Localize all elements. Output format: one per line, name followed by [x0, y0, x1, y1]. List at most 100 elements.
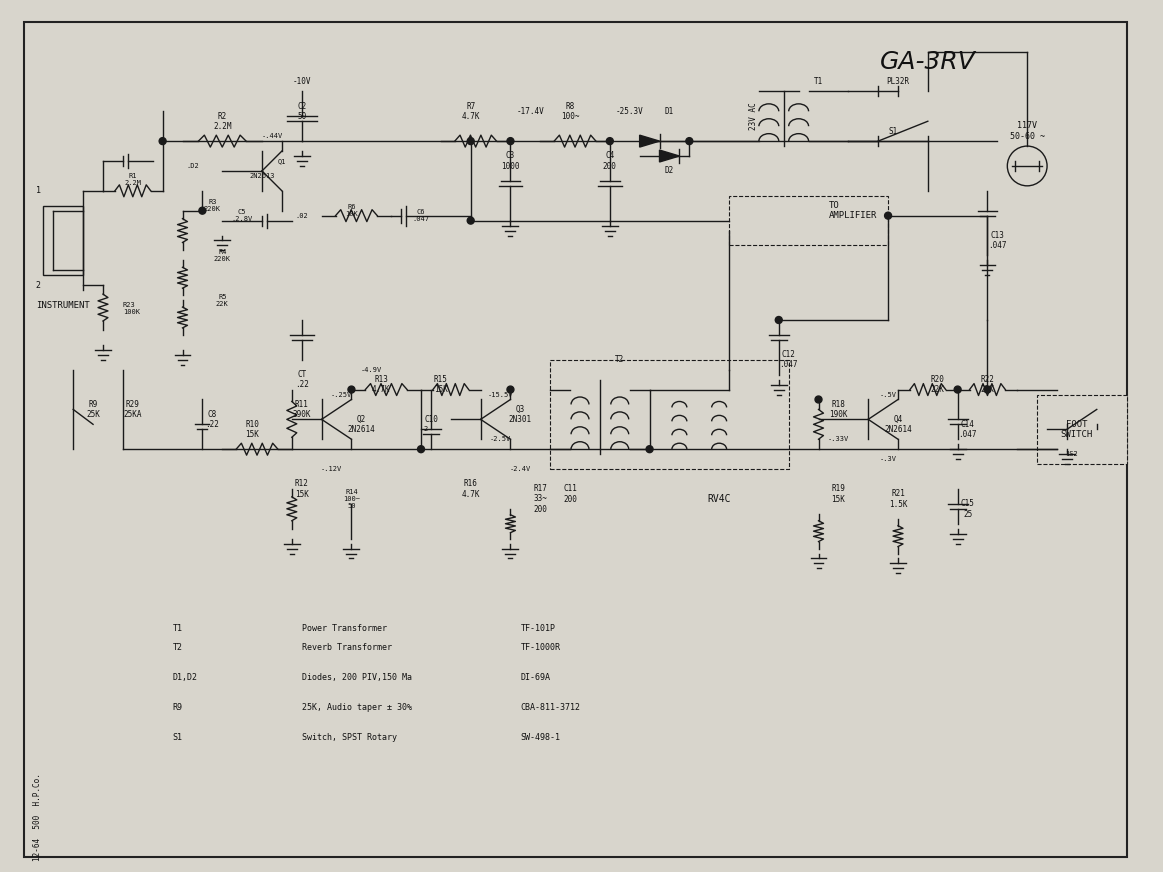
Text: PL32R: PL32R	[886, 77, 909, 86]
Text: D2: D2	[665, 167, 675, 175]
Circle shape	[507, 386, 514, 393]
Text: 2: 2	[423, 426, 428, 433]
FancyBboxPatch shape	[23, 22, 1127, 856]
Text: C13
.047: C13 .047	[989, 231, 1007, 250]
Text: R5
22K: R5 22K	[216, 294, 229, 307]
Text: R9: R9	[172, 703, 183, 712]
Text: C2
50: C2 50	[297, 102, 306, 121]
Text: 1S2: 1S2	[1065, 451, 1078, 457]
Text: C11
200: C11 200	[563, 484, 577, 504]
Text: R8
100~: R8 100~	[561, 102, 579, 121]
Text: C10: C10	[424, 415, 438, 424]
Polygon shape	[659, 150, 679, 162]
Text: R23
100K: R23 100K	[123, 302, 140, 315]
Text: -.12V: -.12V	[321, 466, 342, 472]
Text: R20
22K: R20 22K	[930, 375, 944, 394]
Circle shape	[199, 208, 206, 215]
Text: R1
2.2M: R1 2.2M	[124, 174, 142, 187]
Text: Diodes, 200 PIV,150 Ma: Diodes, 200 PIV,150 Ma	[301, 673, 412, 682]
Text: Q1: Q1	[278, 158, 286, 164]
Text: 2: 2	[36, 281, 41, 290]
Text: TF-1000R: TF-1000R	[520, 644, 561, 652]
Circle shape	[507, 138, 514, 145]
Text: S1: S1	[889, 126, 898, 136]
Circle shape	[984, 386, 991, 393]
Text: R14
100~
50: R14 100~ 50	[343, 489, 359, 509]
Text: Q2
2N2614: Q2 2N2614	[348, 415, 376, 434]
Circle shape	[468, 217, 475, 224]
Text: CBA-811-3712: CBA-811-3712	[520, 703, 580, 712]
Text: T2: T2	[615, 355, 625, 364]
Text: C4
200: C4 200	[602, 151, 616, 171]
Text: -2.4V: -2.4V	[509, 466, 531, 472]
Text: R12
15K: R12 15K	[294, 480, 308, 499]
Text: RV4C: RV4C	[707, 494, 730, 504]
Text: R19
15K: R19 15K	[832, 484, 846, 504]
Text: 1: 1	[36, 187, 41, 195]
Text: 23V AC: 23V AC	[749, 102, 758, 130]
Text: .02: .02	[295, 213, 308, 219]
Polygon shape	[640, 135, 659, 147]
Text: .D2: .D2	[186, 163, 199, 169]
Text: -10V: -10V	[293, 77, 311, 86]
Text: -25.3V: -25.3V	[616, 106, 643, 116]
Circle shape	[954, 386, 961, 393]
Text: S1: S1	[172, 732, 183, 742]
Text: DI-69A: DI-69A	[520, 673, 550, 682]
Text: R21
1.5K: R21 1.5K	[889, 489, 907, 508]
Text: R9
25K: R9 25K	[86, 399, 100, 419]
Text: INSTRUMENT: INSTRUMENT	[36, 301, 90, 310]
Text: Reverb Transformer: Reverb Transformer	[301, 644, 392, 652]
Text: R18
190K: R18 190K	[829, 399, 848, 419]
Circle shape	[468, 138, 475, 145]
Text: -4.9V: -4.9V	[361, 367, 381, 372]
Text: R22
22K: R22 22K	[980, 375, 994, 394]
Text: GA-3RV: GA-3RV	[880, 50, 976, 73]
Text: TO
AMPLIFIER: TO AMPLIFIER	[828, 201, 877, 221]
Text: Q3
2N301: Q3 2N301	[509, 405, 531, 424]
Text: R2
2.2M: R2 2.2M	[213, 112, 231, 131]
Text: Q4
2N2614: Q4 2N2614	[884, 415, 912, 434]
Text: 2N2613: 2N2613	[249, 173, 274, 179]
Text: R7
4.7K: R7 4.7K	[462, 102, 480, 121]
Text: C6
.047: C6 .047	[413, 209, 429, 222]
Text: C15
25: C15 25	[961, 499, 975, 519]
Text: 25K, Audio taper ± 30%: 25K, Audio taper ± 30%	[301, 703, 412, 712]
FancyBboxPatch shape	[729, 196, 889, 245]
Text: Power Transformer: Power Transformer	[301, 623, 387, 632]
Text: T2: T2	[172, 644, 183, 652]
Text: SW-498-1: SW-498-1	[520, 732, 561, 742]
Text: T1: T1	[814, 77, 823, 86]
Text: R16
4.7K: R16 4.7K	[462, 480, 480, 499]
Text: -.3V: -.3V	[879, 456, 897, 462]
Circle shape	[686, 138, 693, 145]
Text: R6
10K: R6 10K	[345, 204, 358, 217]
Text: C5
.2.8V: C5 .2.8V	[231, 209, 252, 222]
Text: R4
220K: R4 220K	[214, 249, 230, 262]
Circle shape	[647, 446, 654, 453]
FancyBboxPatch shape	[1037, 394, 1127, 464]
Text: R29
25KA: R29 25KA	[123, 399, 142, 419]
Text: 117V
50-60 ~: 117V 50-60 ~	[1009, 121, 1044, 141]
Circle shape	[348, 386, 355, 393]
Text: D1: D1	[665, 106, 675, 116]
Bar	[43, 206, 83, 276]
Text: R11
390K: R11 390K	[293, 399, 311, 419]
Text: R13
4.7K: R13 4.7K	[372, 375, 391, 394]
Text: R15
15K: R15 15K	[434, 375, 448, 394]
Text: T1: T1	[172, 623, 183, 632]
Text: CT
.22: CT .22	[294, 370, 308, 389]
Circle shape	[418, 446, 424, 453]
Text: R17
33~
200: R17 33~ 200	[534, 484, 548, 514]
Circle shape	[815, 396, 822, 403]
Text: D1,D2: D1,D2	[172, 673, 198, 682]
Text: C3
1000: C3 1000	[501, 151, 520, 171]
Circle shape	[776, 317, 783, 324]
Circle shape	[606, 138, 613, 145]
Text: FOOT
SWITCH: FOOT SWITCH	[1061, 419, 1093, 439]
Text: -.5V: -.5V	[879, 392, 897, 398]
Text: -15.5V: -15.5V	[487, 392, 513, 398]
Text: -.25V: -.25V	[331, 392, 352, 398]
Text: TF-101P: TF-101P	[520, 623, 556, 632]
Text: C8
.22: C8 .22	[206, 410, 220, 429]
